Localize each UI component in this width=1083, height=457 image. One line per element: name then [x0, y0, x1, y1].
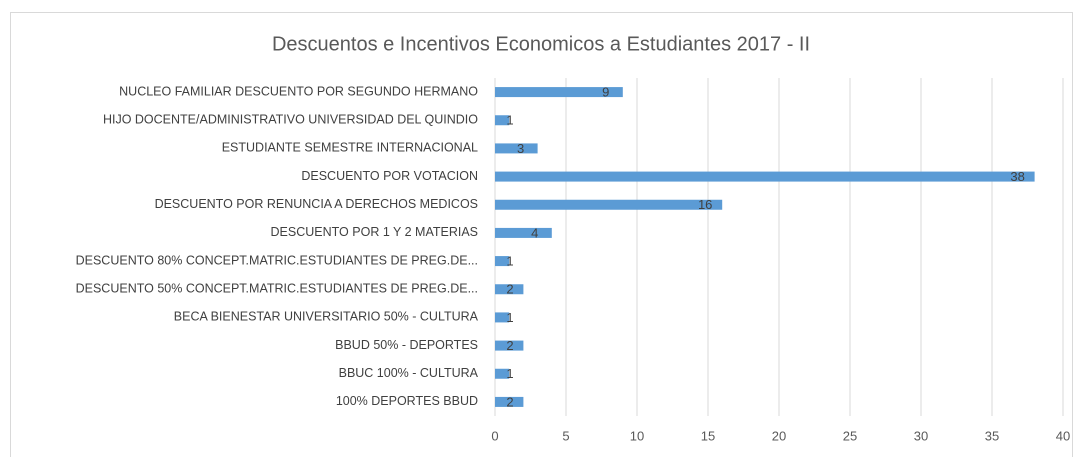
bar: [495, 284, 524, 295]
chart-title: Descuentos e Incentivos Economicos a Est…: [272, 33, 810, 55]
y-tick-label: NUCLEO FAMILIAR DESCUENTO POR SEGUNDO HE…: [119, 84, 478, 98]
bar: [495, 340, 524, 351]
data-label: 2: [506, 282, 513, 297]
y-tick-label: DESCUENTO POR 1 Y 2 MATERIAS: [271, 225, 478, 239]
bar: [495, 396, 524, 407]
x-tick-label: 30: [914, 428, 928, 443]
data-label: 4: [531, 225, 538, 240]
y-tick-label: DESCUENTO POR RENUNCIA A DERECHOS MEDICO…: [155, 197, 478, 211]
y-tick-label: HIJO DOCENTE/ADMINISTRATIVO UNIVERSIDAD …: [103, 113, 478, 127]
x-tick-label: 25: [843, 428, 857, 443]
bar: [495, 199, 723, 210]
data-label: 1: [506, 310, 513, 325]
bar: [495, 115, 510, 126]
y-tick-label: ESTUDIANTE SEMESTRE INTERNACIONAL: [222, 141, 478, 155]
data-label: 3: [517, 141, 524, 156]
data-label: 2: [506, 394, 513, 409]
data-label: 1: [506, 366, 513, 381]
x-tick-label: 5: [562, 428, 569, 443]
x-tick-label: 40: [1056, 428, 1070, 443]
y-tick-label: DESCUENTO POR VOTACION: [301, 169, 478, 183]
x-tick-label: 10: [630, 428, 644, 443]
y-tick-label: BBUD 50% - DEPORTES: [335, 338, 478, 352]
x-tick-label: 20: [772, 428, 786, 443]
x-tick-label: 0: [491, 428, 498, 443]
data-label: 2: [506, 338, 513, 353]
bar: [495, 312, 510, 323]
bar: [495, 171, 1035, 182]
y-tick-label: BECA BIENESTAR UNIVERSITARIO 50% - CULTU…: [174, 310, 479, 324]
bar: [495, 256, 510, 267]
x-tick-label: 15: [701, 428, 715, 443]
data-label: 16: [698, 197, 712, 212]
y-tick-label: DESCUENTO 50% CONCEPT.MATRIC.ESTUDIANTES…: [76, 282, 478, 296]
x-tick-label: 35: [985, 428, 999, 443]
y-tick-label: DESCUENTO 80% CONCEPT.MATRIC.ESTUDIANTES…: [76, 253, 478, 267]
y-tick-label: 100% DEPORTES BBUD: [336, 394, 478, 408]
bar: [495, 368, 510, 379]
bar: [495, 227, 552, 238]
bar: [495, 143, 538, 154]
data-label: 1: [506, 254, 513, 269]
data-label: 38: [1010, 169, 1024, 184]
y-tick-label: BBUC 100% - CULTURA: [339, 366, 479, 380]
bar: [495, 87, 623, 98]
data-label: 9: [602, 85, 609, 100]
data-label: 1: [506, 113, 513, 128]
